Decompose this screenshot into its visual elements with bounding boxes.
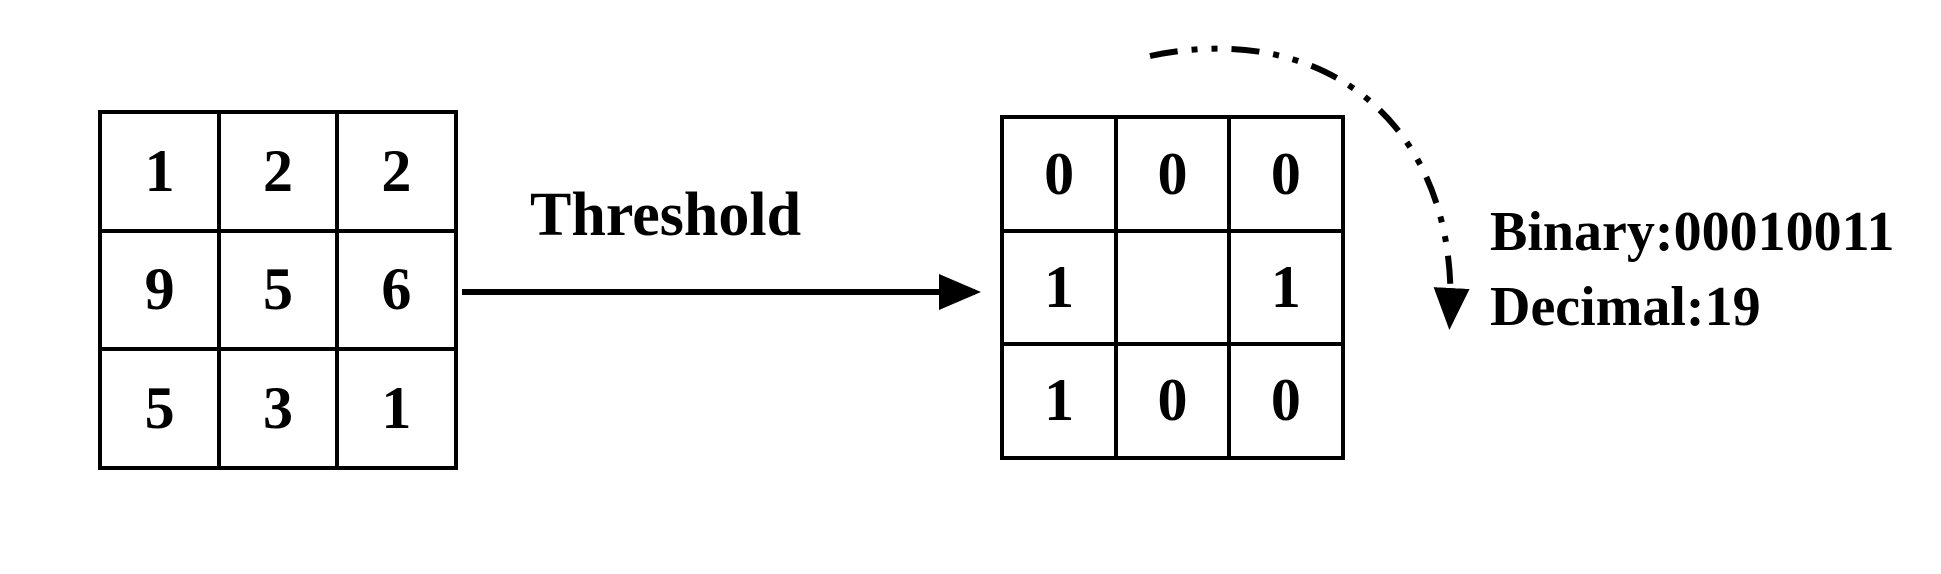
output-cell: 0 bbox=[1116, 344, 1228, 456]
binary-value: 00010011 bbox=[1674, 201, 1895, 263]
input-cell: 6 bbox=[337, 231, 454, 348]
binary-label: Binary: bbox=[1490, 201, 1674, 263]
threshold-label: Threshold bbox=[530, 180, 801, 251]
output-cell: 0 bbox=[1004, 119, 1116, 231]
output-cell: 0 bbox=[1116, 119, 1228, 231]
input-cell: 5 bbox=[102, 349, 219, 466]
output-cell: 0 bbox=[1229, 119, 1341, 231]
input-cell: 1 bbox=[102, 114, 219, 231]
output-cell: 0 bbox=[1229, 344, 1341, 456]
input-cell: 3 bbox=[219, 349, 336, 466]
input-cell: 5 bbox=[219, 231, 336, 348]
decimal-result: Decimal:19 bbox=[1490, 275, 1761, 339]
binary-result: Binary:00010011 bbox=[1490, 200, 1894, 264]
output-matrix: 0 0 0 1 1 1 0 0 bbox=[1000, 115, 1345, 460]
lbp-diagram: 1 2 2 9 5 6 5 3 1 Threshold 0 0 0 1 1 1 … bbox=[0, 0, 1941, 574]
decimal-value: 19 bbox=[1705, 276, 1761, 338]
output-cell: 1 bbox=[1004, 344, 1116, 456]
input-matrix: 1 2 2 9 5 6 5 3 1 bbox=[98, 110, 458, 470]
output-cell: 1 bbox=[1004, 231, 1116, 343]
input-cell: 9 bbox=[102, 231, 219, 348]
output-cell bbox=[1116, 231, 1228, 343]
output-cell: 1 bbox=[1229, 231, 1341, 343]
decimal-label: Decimal: bbox=[1490, 276, 1705, 338]
input-cell: 2 bbox=[337, 114, 454, 231]
input-cell: 2 bbox=[219, 114, 336, 231]
input-cell: 1 bbox=[337, 349, 454, 466]
